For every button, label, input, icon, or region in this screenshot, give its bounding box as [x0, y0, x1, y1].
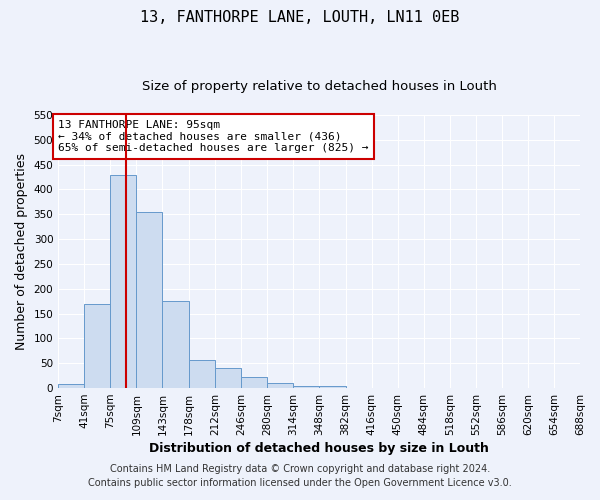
- Text: 13 FANTHORPE LANE: 95sqm
← 34% of detached houses are smaller (436)
65% of semi-: 13 FANTHORPE LANE: 95sqm ← 34% of detach…: [58, 120, 368, 153]
- Bar: [241, 377, 268, 388]
- X-axis label: Distribution of detached houses by size in Louth: Distribution of detached houses by size …: [149, 442, 489, 455]
- Bar: [84, 304, 110, 388]
- Text: Contains HM Land Registry data © Crown copyright and database right 2024.
Contai: Contains HM Land Registry data © Crown c…: [88, 464, 512, 487]
- Bar: [110, 174, 136, 388]
- Bar: [189, 360, 215, 388]
- Text: 13, FANTHORPE LANE, LOUTH, LN11 0EB: 13, FANTHORPE LANE, LOUTH, LN11 0EB: [140, 10, 460, 25]
- Title: Size of property relative to detached houses in Louth: Size of property relative to detached ho…: [142, 80, 497, 93]
- Bar: [163, 301, 189, 388]
- Bar: [58, 384, 84, 388]
- Bar: [136, 212, 163, 388]
- Bar: [293, 386, 319, 388]
- Bar: [215, 368, 241, 388]
- Y-axis label: Number of detached properties: Number of detached properties: [15, 153, 28, 350]
- Bar: [319, 386, 346, 388]
- Bar: [268, 383, 293, 388]
